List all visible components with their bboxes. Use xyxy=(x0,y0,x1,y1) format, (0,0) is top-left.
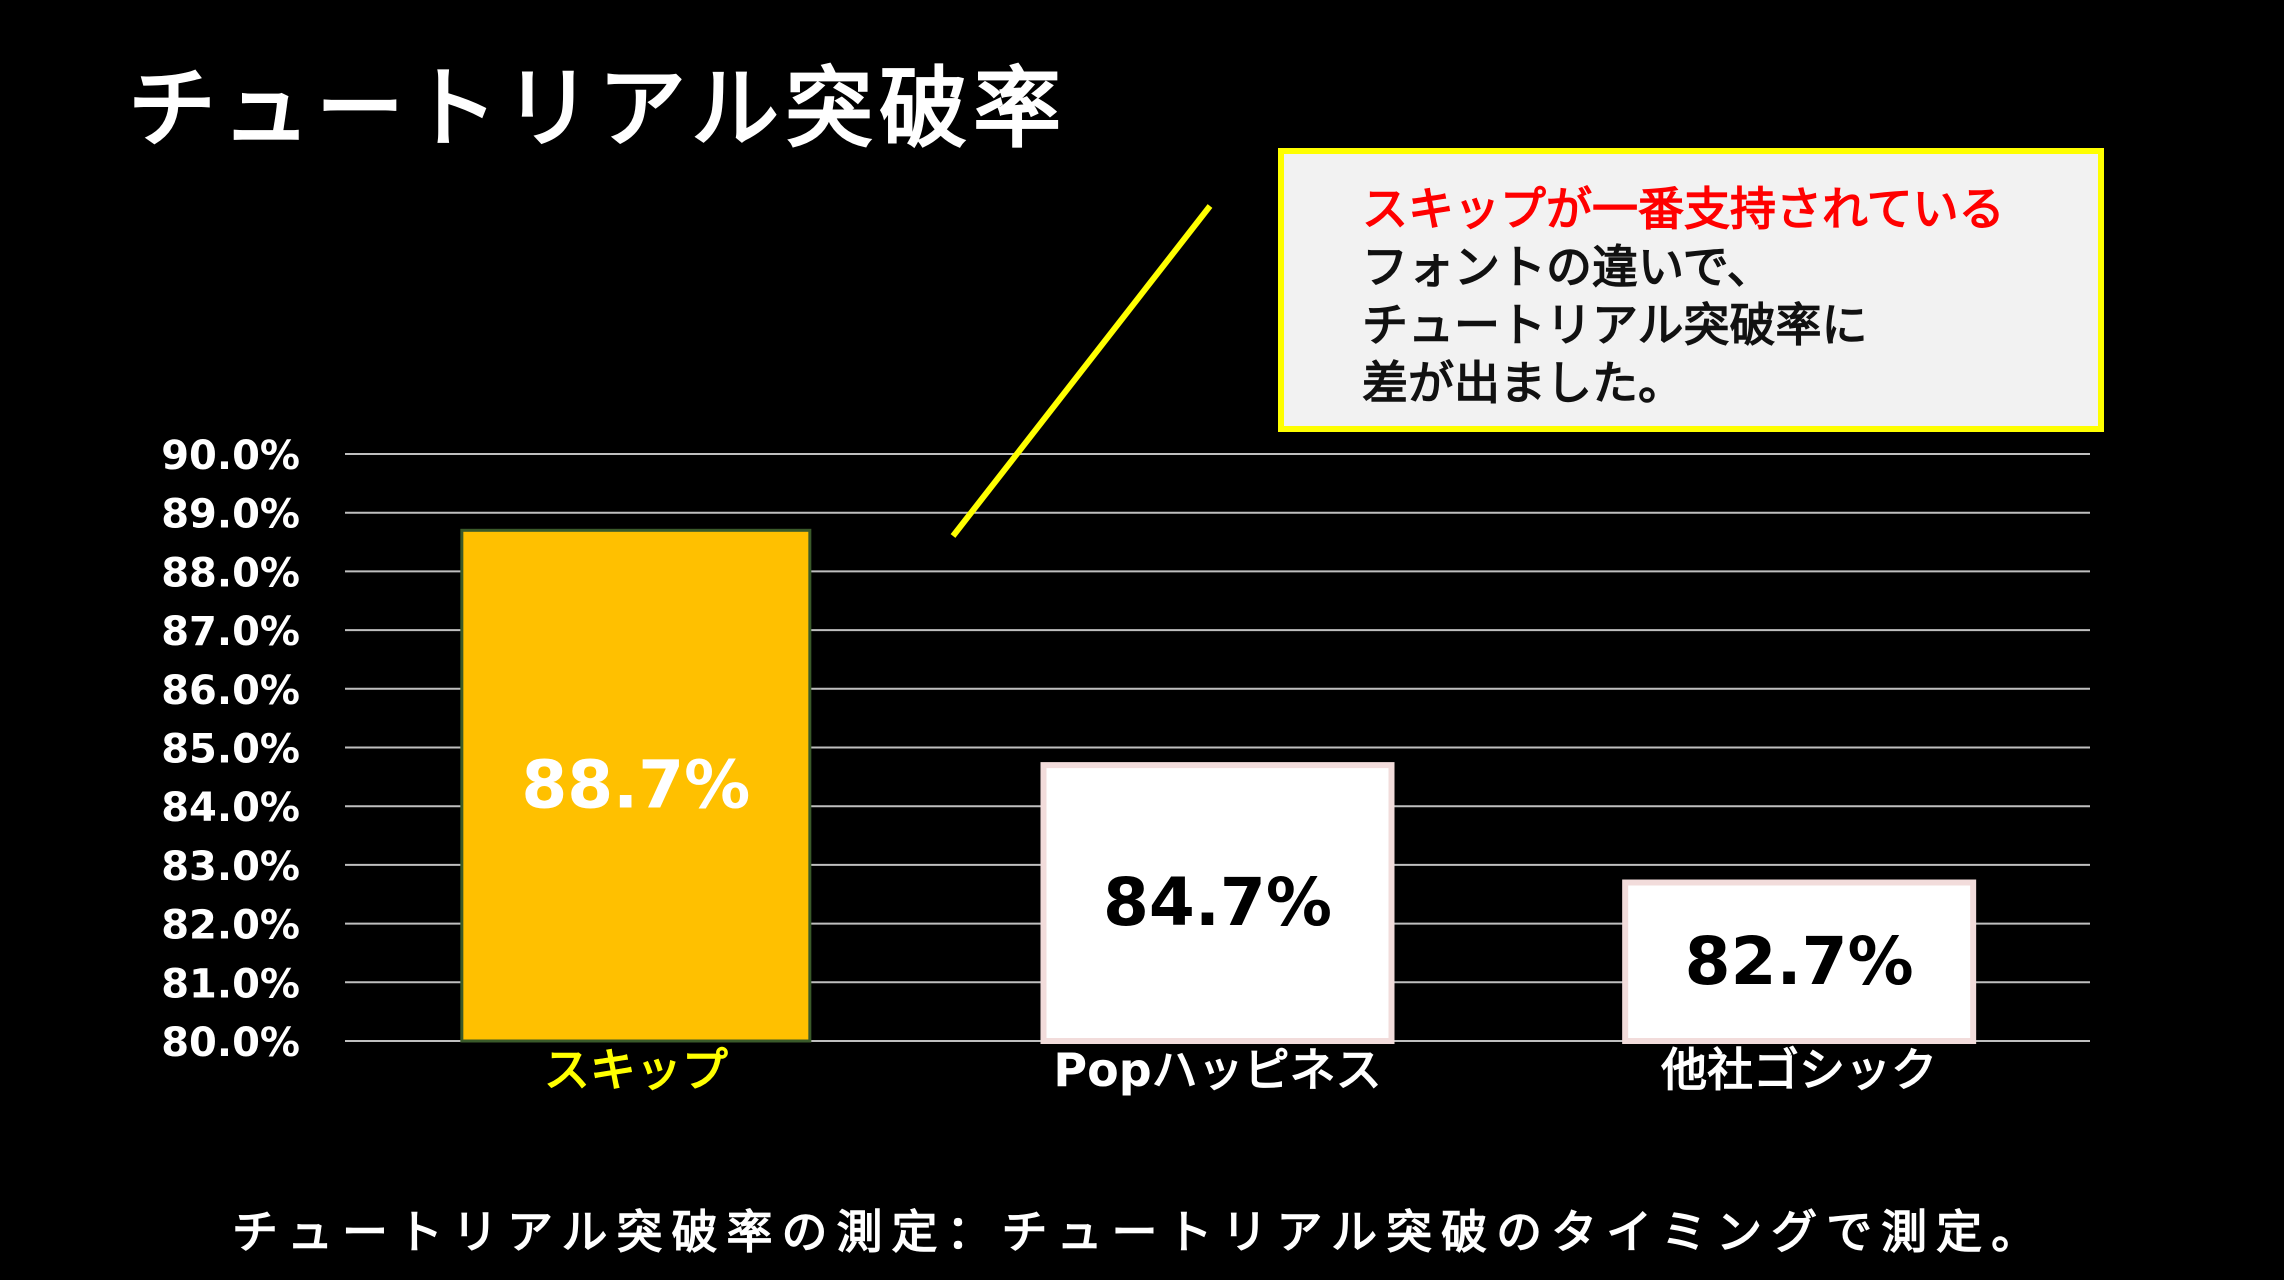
y-tick-label: 80.0% xyxy=(161,1020,300,1066)
callout-pointer-line xyxy=(950,204,1213,538)
bar xyxy=(460,528,812,1043)
callout-line-2: チュートリアル突破率に xyxy=(1362,298,1868,352)
y-tick-label: 89.0% xyxy=(161,492,300,538)
y-tick-label: 82.0% xyxy=(161,903,300,949)
callout-line-3: 差が出ました。 xyxy=(1362,356,1684,410)
y-tick-label: 88.0% xyxy=(161,550,300,596)
x-category-label: 他社ゴシック xyxy=(1660,1043,1937,1097)
footnote: チュートリアル突破率の測定：チュートリアル突破のタイミングで測定。 xyxy=(232,1205,2047,1259)
data-label: 84.7% xyxy=(1103,864,1332,941)
bar xyxy=(1040,762,1395,1044)
page-title: チュートリアル突破率 xyxy=(128,56,1068,160)
callout-line-1: フォントの違いで、 xyxy=(1362,240,1773,294)
y-tick-label: 84.0% xyxy=(161,785,300,831)
callout-highlight: スキップが一番支持されている xyxy=(1362,182,2005,236)
y-tick-label: 87.0% xyxy=(161,609,300,655)
y-tick-label: 90.0% xyxy=(161,433,300,479)
x-category-label: スキップ xyxy=(544,1043,728,1097)
y-tick-label: 81.0% xyxy=(161,961,300,1007)
y-tick-label: 86.0% xyxy=(161,668,300,714)
y-tick-label: 85.0% xyxy=(161,727,300,773)
x-category-label: Popハッピネス xyxy=(1053,1043,1381,1097)
bar xyxy=(1622,879,1977,1045)
data-label: 88.7% xyxy=(521,747,750,824)
y-tick-label: 83.0% xyxy=(161,844,300,890)
data-label: 82.7% xyxy=(1685,923,1914,1000)
callout-box: スキップが一番支持されている フォントの違いで、 チュートリアル突破率に 差が出… xyxy=(1278,148,2104,432)
